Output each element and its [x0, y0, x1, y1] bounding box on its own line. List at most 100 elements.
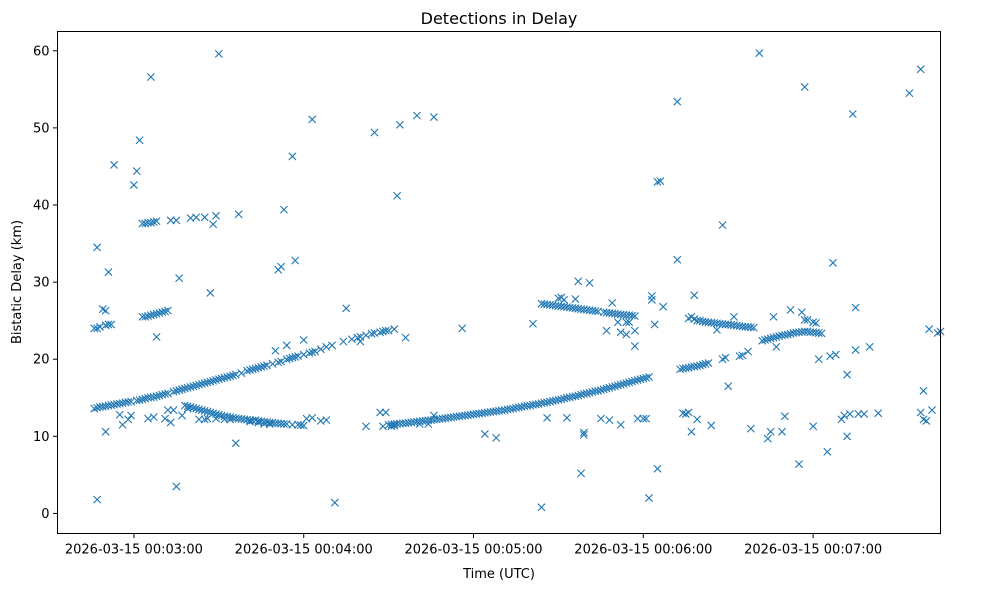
detection-point [384, 326, 393, 335]
detection-point [104, 320, 113, 329]
detection-point [735, 352, 744, 361]
detection-point [90, 324, 99, 333]
detection-point [129, 180, 138, 189]
detection-point [127, 411, 136, 420]
detection-point [800, 83, 809, 92]
detection-point [149, 310, 158, 319]
detection-point [622, 330, 631, 339]
detection-point [299, 421, 308, 430]
detection-point [579, 430, 588, 439]
detection-point [755, 49, 764, 58]
detection-point [393, 191, 402, 200]
detection-point [245, 416, 254, 425]
detection-point [231, 370, 240, 379]
detection-point [695, 361, 704, 370]
detection-point [577, 469, 586, 478]
detection-point [633, 414, 642, 423]
detection-point [200, 213, 209, 222]
detection-point [480, 430, 489, 439]
detection-point [492, 433, 501, 442]
detection-point [339, 337, 348, 346]
detection-point [248, 365, 257, 374]
detection-point [690, 291, 699, 300]
detection-point [608, 382, 617, 391]
detection-point [305, 349, 314, 358]
detection-point [135, 136, 144, 145]
detection-point [602, 384, 611, 393]
detection-point [115, 410, 124, 419]
detection-point [180, 384, 189, 393]
detection-point [214, 410, 223, 419]
detection-point [831, 350, 840, 359]
detection-point [814, 329, 823, 337]
detection-point [851, 345, 860, 354]
detection-point [316, 345, 325, 354]
detection-point [639, 374, 648, 383]
y-tick-label: 10 [33, 430, 50, 445]
detection-point [401, 333, 410, 342]
detection-point [701, 359, 710, 368]
detection-point [277, 357, 286, 366]
detection-point [291, 256, 300, 265]
detection-point [172, 216, 181, 225]
detection-point [659, 302, 668, 311]
detection-point [412, 111, 421, 120]
detection-point [645, 372, 653, 381]
detection-point [124, 415, 133, 424]
detection-point [809, 422, 818, 431]
detection-point [795, 460, 803, 469]
detection-point [279, 205, 288, 214]
detection-point [152, 217, 161, 226]
x-tick-label: 2026-03-15 00:07:00 [744, 543, 882, 558]
x-tick-label: 2026-03-15 00:04:00 [235, 543, 373, 558]
detection-point [135, 396, 144, 405]
detection-point [585, 388, 594, 397]
detection-point [308, 413, 317, 422]
detection-point [322, 416, 331, 425]
points-layer [90, 49, 945, 512]
detection-point [778, 427, 787, 436]
detection-point [228, 371, 237, 380]
detection-point [146, 73, 155, 81]
detection-point [161, 414, 170, 423]
detection-point [330, 498, 339, 507]
detection-point [265, 420, 274, 428]
detection-point [845, 409, 854, 418]
detection-point [429, 113, 438, 122]
detection-point [562, 413, 571, 422]
detection-point [387, 422, 396, 431]
detection-point [226, 372, 235, 381]
detection-point [826, 352, 835, 361]
detection-point [763, 335, 772, 344]
detection-point [183, 383, 192, 392]
detection-point [797, 308, 806, 317]
detection-point [370, 128, 379, 137]
detection-point [602, 326, 611, 335]
detection-point [642, 414, 651, 423]
detection-point [206, 377, 215, 386]
detection-point [769, 312, 778, 321]
detection-point [268, 359, 277, 368]
detection-point [308, 115, 317, 124]
detection-point [149, 393, 158, 402]
detection-point [152, 309, 161, 318]
detection-point [90, 404, 99, 413]
detection-point [707, 421, 716, 430]
detection-point [328, 341, 337, 350]
detection-point [687, 427, 696, 436]
detection-point [260, 362, 269, 371]
detection-point [647, 292, 656, 300]
detection-point [138, 395, 147, 404]
detection-point [211, 414, 220, 423]
detection-point [415, 420, 424, 428]
detection-point [186, 382, 195, 391]
detection-point [608, 298, 617, 307]
detection-point [299, 350, 308, 359]
detection-point [169, 406, 178, 415]
detection-point [288, 353, 297, 362]
detection-point [178, 411, 187, 420]
detection-point [144, 414, 153, 423]
detection-point [195, 415, 203, 424]
detection-point [763, 434, 772, 443]
